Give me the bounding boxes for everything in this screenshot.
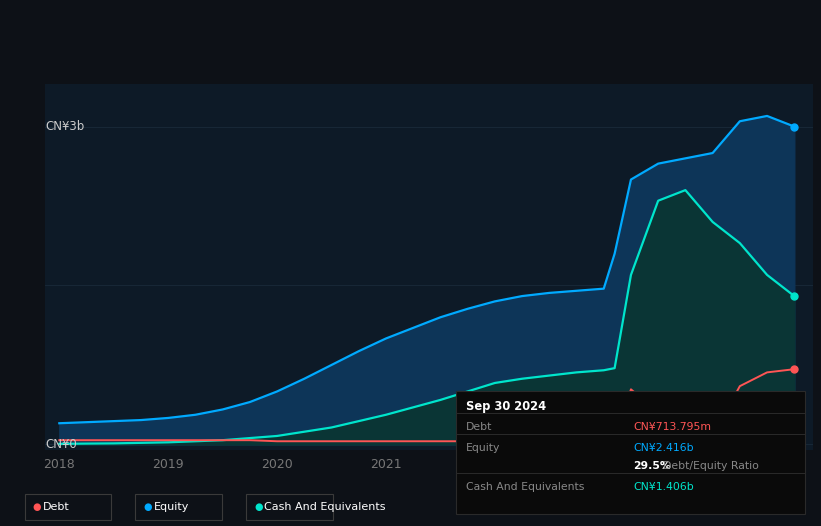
Text: 29.5%: 29.5% [633, 461, 671, 471]
Text: ●: ● [144, 502, 152, 512]
Text: CN¥713.795m: CN¥713.795m [633, 422, 711, 432]
Text: Cash And Equivalents: Cash And Equivalents [264, 502, 386, 512]
Text: CN¥2.416b: CN¥2.416b [633, 443, 694, 453]
Text: Debt/Equity Ratio: Debt/Equity Ratio [663, 461, 759, 471]
Text: CN¥3b: CN¥3b [45, 120, 85, 133]
Text: Debt: Debt [43, 502, 70, 512]
Text: Equity: Equity [466, 443, 500, 453]
Text: CN¥1.406b: CN¥1.406b [633, 482, 694, 492]
Text: Cash And Equivalents: Cash And Equivalents [466, 482, 584, 492]
Text: CN¥0: CN¥0 [45, 438, 77, 451]
Text: ●: ● [255, 502, 263, 512]
Text: Sep 30 2024: Sep 30 2024 [466, 400, 546, 413]
Text: Debt: Debt [466, 422, 492, 432]
Text: ●: ● [33, 502, 41, 512]
Text: Equity: Equity [154, 502, 189, 512]
